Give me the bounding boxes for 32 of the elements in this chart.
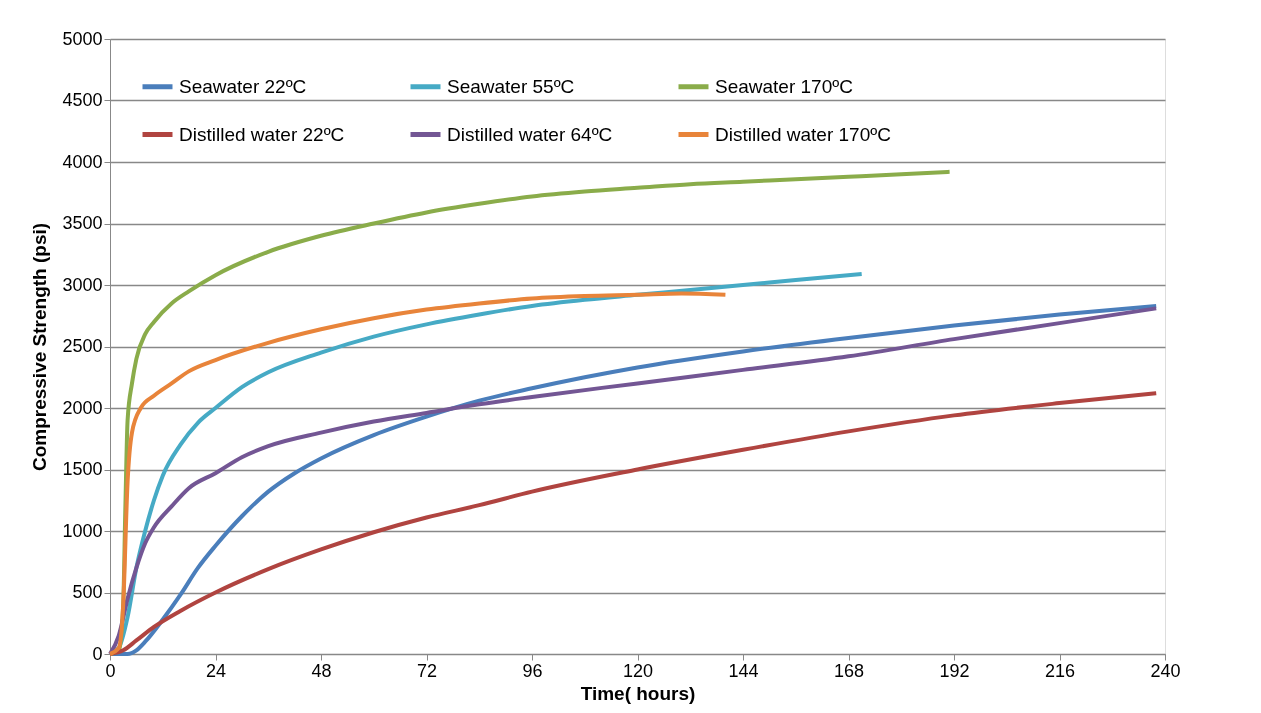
line-series: [108, 391, 1159, 656]
x-tick-label: 72: [416, 660, 438, 681]
line-series: [108, 291, 728, 656]
y-axis-title: Compressive Strength (psi): [29, 222, 51, 472]
y-tick-label: 3000: [62, 274, 103, 295]
x-tick-label: 240: [1150, 660, 1181, 681]
x-axis-title: Time( hours): [580, 682, 696, 704]
y-tick-label: 4500: [62, 90, 103, 110]
x-tick-label: 48: [311, 660, 332, 681]
y-tick-label: 1000: [62, 520, 103, 541]
legend-label: Distilled water 64ºC: [447, 123, 613, 145]
x-tick-label: 120: [622, 660, 654, 681]
legend-label: Seawater 55ºC: [447, 75, 575, 97]
y-tick-label: 500: [72, 582, 103, 602]
y-tick-label: 0: [92, 643, 103, 664]
legend-label: Distilled water 170ºC: [715, 123, 891, 145]
x-tick-label: 192: [939, 660, 970, 681]
legend-label: Distilled water 22ºC: [179, 123, 345, 145]
x-tick-label: 24: [205, 660, 227, 681]
legend-label: Seawater 22ºC: [179, 75, 307, 97]
y-tick-label: 3500: [62, 213, 103, 233]
y-tick-label: 2000: [62, 397, 103, 418]
y-tick-label: 2500: [62, 336, 103, 356]
x-tick-label: 144: [728, 660, 759, 681]
y-tick-label: 5000: [62, 28, 103, 49]
y-tick-label: 1500: [62, 459, 103, 479]
y-tick-label: 4000: [62, 151, 103, 172]
x-tick-label: 168: [833, 660, 865, 681]
legend-label: Seawater 170ºC: [715, 75, 853, 97]
x-tick-label: 216: [1044, 660, 1076, 681]
x-tick-label: 96: [522, 660, 543, 681]
x-tick-label: 0: [105, 660, 116, 681]
